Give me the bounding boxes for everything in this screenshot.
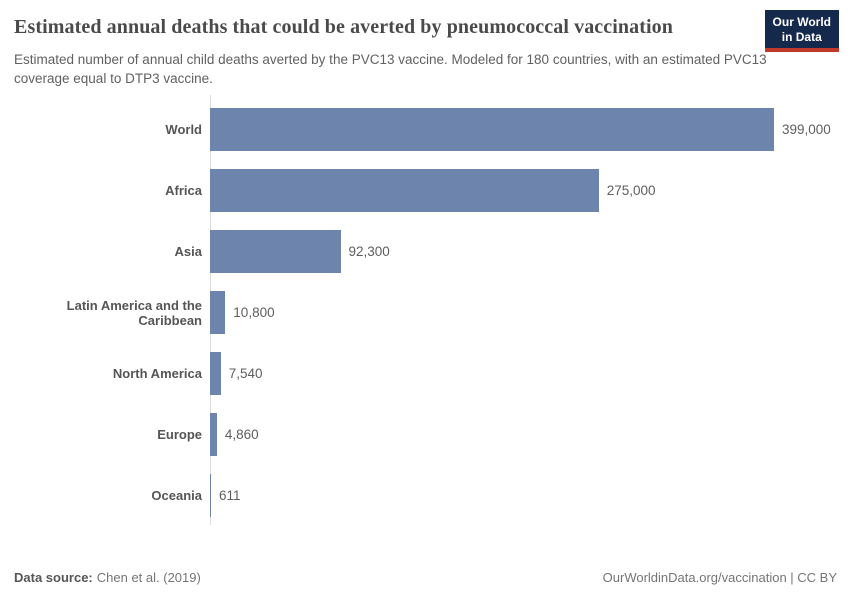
bar bbox=[210, 291, 226, 334]
bar-area: 611 bbox=[210, 465, 850, 526]
bar-value-label: 611 bbox=[219, 488, 241, 503]
bar-row: Latin America and the Caribbean 10,800 bbox=[14, 282, 850, 343]
bar bbox=[210, 108, 774, 151]
owid-logo-line2: in Data bbox=[781, 29, 822, 44]
bar bbox=[210, 230, 341, 273]
chart-footer: Data source: Chen et al. (2019) OurWorldi… bbox=[0, 570, 850, 600]
bar-area: 10,800 bbox=[210, 282, 850, 343]
bar-value-label: 92,300 bbox=[348, 244, 390, 259]
bar-value-label: 275,000 bbox=[606, 183, 656, 198]
bar-area: 275,000 bbox=[210, 160, 850, 221]
bar-row-label: Asia bbox=[174, 244, 202, 259]
bar-value-label: 399,000 bbox=[782, 122, 831, 137]
bar-value-label: 7,540 bbox=[228, 366, 263, 381]
data-source: Data source: Chen et al. (2019) bbox=[14, 570, 201, 585]
bar-row-label: World bbox=[165, 122, 202, 137]
data-source-label: Data source: bbox=[14, 570, 93, 585]
bar-rows: World 399,000 Africa 275,000 Asia 92,300 Latin… bbox=[14, 99, 850, 526]
bar bbox=[210, 474, 211, 517]
owid-logo-line1: Our World bbox=[772, 15, 831, 29]
bar-row: Europe 4,860 bbox=[14, 404, 850, 465]
bar bbox=[210, 169, 599, 212]
chart-subtitle: Estimated number of annual child deaths … bbox=[14, 52, 767, 86]
attribution-text: OurWorldinData.org/vaccination | CC BY bbox=[602, 570, 837, 585]
bar-area: 399,000 bbox=[210, 99, 850, 160]
bar-area: 7,540 bbox=[210, 343, 850, 404]
bar-row-label: Oceania bbox=[151, 488, 202, 503]
bar-area: 4,860 bbox=[210, 404, 850, 465]
owid-logo: Our World in Data bbox=[764, 10, 839, 52]
data-source-value: Chen et al. (2019) bbox=[96, 570, 201, 585]
chart-header: Estimated annual deaths that could be av… bbox=[0, 0, 850, 88]
bar-value-label: 4,860 bbox=[224, 427, 259, 442]
bar-chart: World 399,000 Africa 275,000 Asia 92,300 Latin… bbox=[0, 95, 850, 570]
bar-row-label: Latin America and the Caribbean bbox=[66, 297, 202, 328]
bar-row: North America 7,540 bbox=[14, 343, 850, 404]
bar-row-label: North America bbox=[112, 366, 202, 381]
page-title: Estimated annual deaths that could be av… bbox=[14, 16, 673, 38]
bar bbox=[210, 352, 221, 395]
bar-row-label: Europe bbox=[157, 427, 202, 442]
bar-area: 92,300 bbox=[210, 221, 850, 282]
bar-row: World 399,000 bbox=[14, 99, 850, 160]
bar bbox=[210, 413, 217, 456]
bar-row: Oceania 611 bbox=[14, 465, 850, 526]
bar-row: Africa 275,000 bbox=[14, 160, 850, 221]
bar-row-label: Africa bbox=[165, 183, 202, 198]
bar-value-label: 10,800 bbox=[233, 305, 275, 320]
bar-row: Asia 92,300 bbox=[14, 221, 850, 282]
